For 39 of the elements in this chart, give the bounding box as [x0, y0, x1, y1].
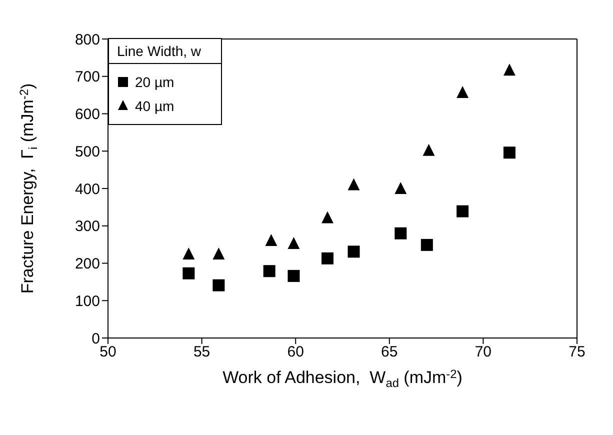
y-tick-label: 300: [74, 218, 100, 236]
x-tick-label: 60: [287, 344, 304, 361]
point: [456, 205, 469, 218]
point: [422, 144, 435, 156]
point: [182, 247, 195, 260]
y-tick-label: 400: [74, 180, 100, 198]
legend-label: 20 µm: [135, 74, 174, 90]
y-tick-label: 200: [74, 256, 100, 273]
y-tick-label: 800: [74, 31, 100, 48]
y-tick-label: 700: [74, 68, 100, 86]
x-tick-label: 50: [100, 344, 116, 361]
point: [503, 64, 516, 76]
x-tick-label: 70: [474, 344, 492, 361]
point: [348, 246, 360, 258]
point: [420, 238, 433, 251]
point: [182, 267, 195, 280]
point: [348, 178, 360, 190]
point: [394, 182, 407, 194]
y-tick-label: 0: [92, 330, 100, 348]
legend-label: 40 µm: [135, 98, 174, 114]
x-axis-title: Work of Adhesion, W$_{ad}$ (mJm$^{-2}$): [222, 366, 462, 390]
point: [456, 86, 469, 98]
point: [321, 252, 334, 264]
point: [212, 279, 225, 292]
y-tick-label: 500: [74, 143, 100, 160]
y-tick-label: 100: [74, 292, 100, 310]
y-tick-label: 600: [74, 106, 100, 124]
point: [212, 247, 225, 260]
point: [321, 211, 334, 224]
point: [503, 146, 516, 159]
point: [263, 265, 276, 278]
point: [394, 227, 407, 240]
x-tick-label: 55: [193, 344, 210, 361]
legend-title: Line Width, w: [109, 39, 221, 64]
x-tick-label: 65: [381, 344, 398, 361]
x-tick-label: 75: [568, 344, 586, 361]
point: [288, 236, 300, 249]
point: [288, 270, 300, 282]
point: [265, 234, 278, 246]
